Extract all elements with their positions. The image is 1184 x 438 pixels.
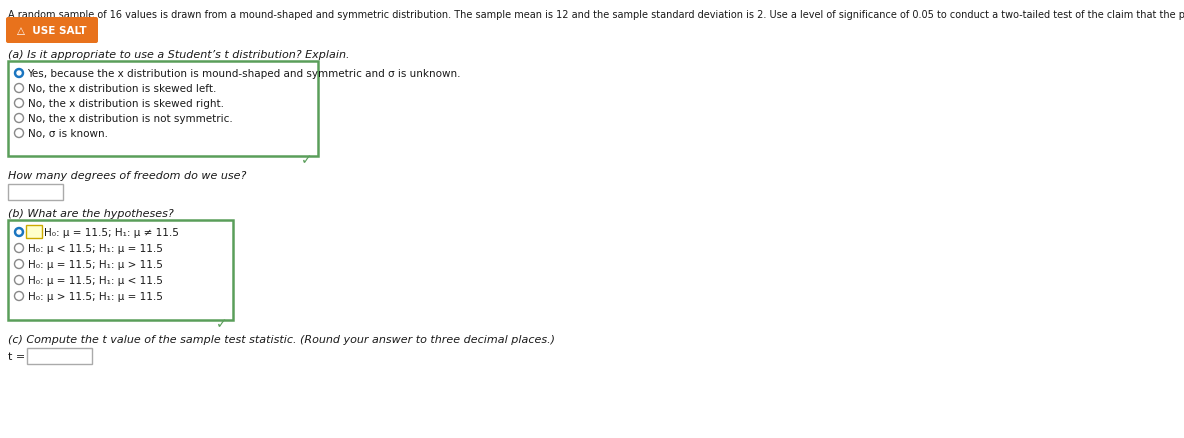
Text: △  USE SALT: △ USE SALT	[18, 26, 86, 36]
Circle shape	[14, 99, 24, 108]
Text: No, σ is known.: No, σ is known.	[27, 129, 108, 139]
FancyBboxPatch shape	[6, 18, 98, 44]
Circle shape	[14, 276, 24, 285]
Circle shape	[14, 129, 24, 138]
Text: No, the x distribution is skewed left.: No, the x distribution is skewed left.	[27, 84, 215, 94]
Text: (b) What are the hypotheses?: (b) What are the hypotheses?	[8, 208, 174, 219]
Text: H₀: μ = 11.5; H₁: μ < 11.5: H₀: μ = 11.5; H₁: μ < 11.5	[27, 276, 162, 285]
Text: H₀: μ = 11.5; H₁: μ ≠ 11.5: H₀: μ = 11.5; H₁: μ ≠ 11.5	[45, 227, 179, 237]
FancyBboxPatch shape	[26, 226, 41, 238]
Circle shape	[14, 228, 24, 237]
Text: Yes, because the x distribution is mound-shaped and symmetric and σ is unknown.: Yes, because the x distribution is mound…	[27, 69, 461, 79]
Text: H₀: μ < 11.5; H₁: μ = 11.5: H₀: μ < 11.5; H₁: μ = 11.5	[27, 244, 162, 254]
Text: A random sample of 16 values is drawn from a mound-shaped and symmetric distribu: A random sample of 16 values is drawn fr…	[8, 10, 1184, 20]
Text: No, the x distribution is skewed right.: No, the x distribution is skewed right.	[27, 99, 224, 109]
FancyBboxPatch shape	[27, 348, 92, 364]
Text: No, the x distribution is not symmetric.: No, the x distribution is not symmetric.	[27, 114, 232, 124]
Circle shape	[14, 114, 24, 123]
Text: (c) Compute the t value of the sample test statistic. (Round your answer to thre: (c) Compute the t value of the sample te…	[8, 334, 555, 344]
Circle shape	[14, 244, 24, 253]
Text: H₀: μ > 11.5; H₁: μ = 11.5: H₀: μ > 11.5; H₁: μ = 11.5	[27, 291, 162, 301]
Text: ✓: ✓	[217, 316, 229, 330]
Text: H₀: μ = 11.5; H₁: μ > 11.5: H₀: μ = 11.5; H₁: μ > 11.5	[27, 259, 162, 269]
Circle shape	[14, 292, 24, 301]
Text: How many degrees of freedom do we use?: How many degrees of freedom do we use?	[8, 171, 246, 180]
Text: ✓: ✓	[302, 153, 313, 166]
Circle shape	[14, 260, 24, 269]
FancyBboxPatch shape	[8, 220, 233, 320]
Circle shape	[14, 69, 24, 78]
FancyBboxPatch shape	[8, 62, 318, 157]
FancyBboxPatch shape	[8, 184, 63, 201]
Circle shape	[14, 84, 24, 93]
Circle shape	[17, 230, 21, 234]
Text: (a) Is it appropriate to use a Student’s t distribution? Explain.: (a) Is it appropriate to use a Student’s…	[8, 50, 349, 60]
Text: t =: t =	[8, 351, 25, 361]
Circle shape	[17, 72, 21, 76]
